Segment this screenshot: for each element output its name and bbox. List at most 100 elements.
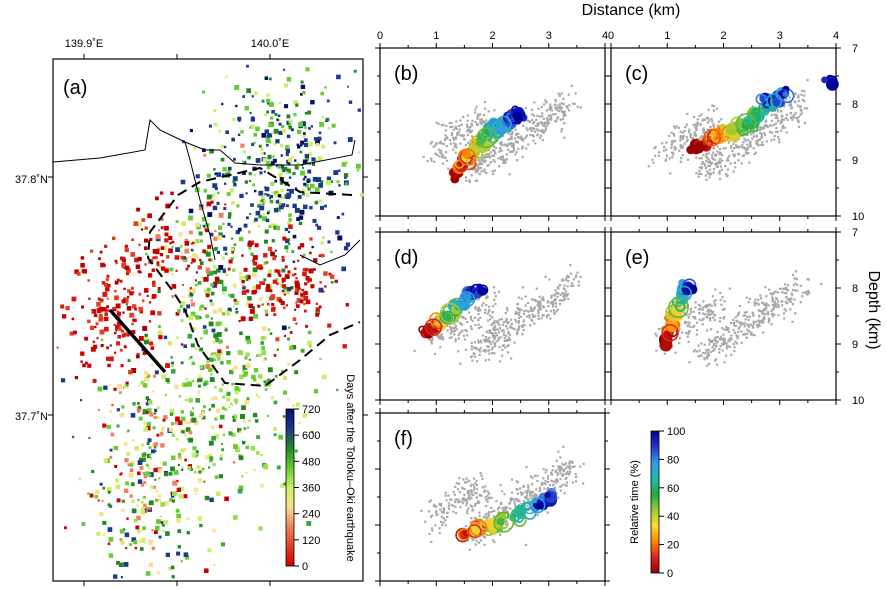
xs-xtick-label: 3 [777, 30, 783, 42]
map-event-point [114, 259, 118, 263]
background-event [561, 474, 564, 478]
map-event-point [102, 307, 107, 312]
background-event [491, 352, 494, 355]
background-event [523, 324, 526, 327]
background-event [508, 502, 512, 505]
map-event-point [282, 325, 287, 331]
map-event-point [158, 264, 162, 268]
background-event [489, 314, 492, 317]
background-event [440, 310, 444, 313]
relocated-event [752, 107, 761, 116]
background-event [751, 333, 754, 336]
map-event-point [263, 170, 266, 173]
background-event [723, 307, 726, 311]
background-event [496, 320, 499, 323]
background-event [440, 155, 444, 158]
background-event [540, 298, 543, 301]
days-colorbar-tick-label: 120 [302, 535, 320, 547]
background-event [486, 494, 489, 497]
background-event [440, 515, 443, 518]
background-event [719, 298, 722, 302]
map-event-point [283, 83, 288, 88]
background-event [442, 142, 445, 146]
background-event [725, 347, 728, 350]
background-event [473, 486, 476, 489]
map-event-point [250, 240, 255, 245]
background-event [493, 325, 496, 328]
map-event-point [156, 498, 162, 503]
background-event [454, 498, 457, 501]
map-event-point [82, 363, 86, 368]
map-event-point [210, 317, 213, 320]
background-event [479, 118, 482, 121]
panel-label: (b) [394, 63, 418, 85]
map-event-point [287, 270, 291, 274]
map-event-point [168, 248, 173, 254]
background-event [515, 151, 518, 154]
background-event [537, 129, 540, 132]
map-event-point [145, 396, 149, 400]
background-event [559, 284, 562, 287]
background-event [733, 349, 736, 353]
background-event [497, 336, 500, 339]
background-event [732, 142, 735, 145]
background-event [536, 114, 539, 117]
map-event-point [271, 132, 274, 135]
map-event-point [174, 384, 179, 390]
map-event-point [189, 230, 193, 235]
map-event-point [285, 238, 290, 244]
background-event [449, 328, 453, 331]
background-event [435, 514, 438, 517]
large-event [459, 291, 476, 308]
background-event [465, 123, 469, 126]
background-event [748, 315, 751, 318]
background-event [790, 107, 793, 110]
background-event [470, 327, 473, 330]
background-event [486, 500, 489, 503]
map-event-point [209, 456, 214, 461]
background-event [557, 292, 560, 295]
map-event-point [225, 345, 230, 349]
background-event [546, 301, 549, 304]
background-event [450, 121, 453, 124]
map-event-point [185, 427, 191, 432]
map-event-point [250, 252, 254, 256]
background-event [549, 117, 552, 120]
background-event [450, 336, 453, 339]
background-event [686, 335, 689, 338]
background-event [707, 158, 710, 161]
background-event [783, 308, 786, 311]
map-event-point [288, 224, 293, 229]
background-event [491, 340, 494, 343]
map-event-point [305, 67, 310, 72]
background-event [799, 108, 802, 111]
map-event-point [89, 325, 95, 330]
background-event [781, 124, 785, 127]
map-event-point [97, 499, 100, 502]
background-event [789, 103, 792, 106]
map-event-point [357, 169, 360, 172]
caldera-outline [146, 166, 361, 388]
map-event-point [206, 194, 212, 200]
background-event [665, 154, 668, 157]
background-event [785, 296, 788, 299]
map-event-point [127, 359, 131, 362]
background-event [432, 504, 435, 507]
background-event [493, 145, 496, 148]
background-event [729, 345, 732, 348]
background-event [468, 129, 472, 132]
background-event [516, 481, 519, 484]
background-event [803, 94, 806, 97]
map-event-point [187, 381, 192, 386]
background-event [744, 148, 747, 151]
background-event [781, 287, 784, 290]
map-event-point [180, 251, 183, 254]
background-event [493, 509, 496, 512]
background-event [766, 310, 770, 314]
map-event-point [64, 526, 67, 530]
background-event [700, 172, 703, 175]
prefecture-boundary-line [184, 141, 216, 261]
map-event-point [253, 468, 256, 471]
map-event-point [246, 339, 252, 344]
background-event [555, 108, 558, 111]
